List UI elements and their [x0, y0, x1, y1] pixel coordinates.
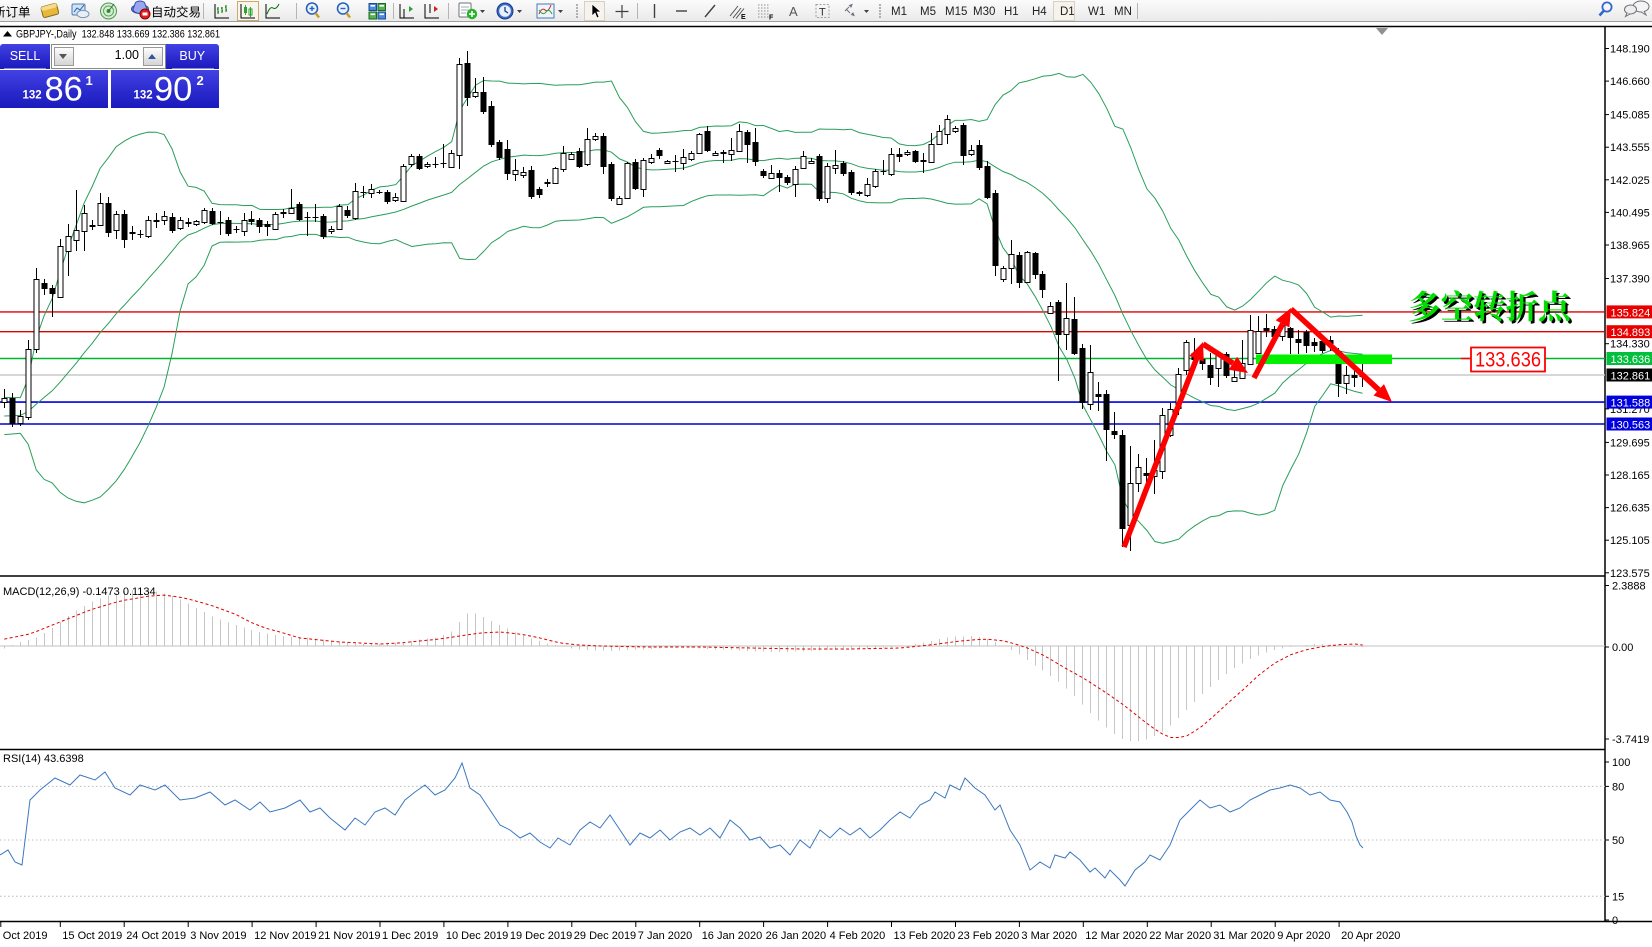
svg-text:145.085: 145.085: [1610, 110, 1650, 122]
svg-text:142.025: 142.025: [1610, 175, 1650, 187]
svg-text:7 Jan 2020: 7 Jan 2020: [638, 930, 692, 942]
svg-text:134.330: 134.330: [1610, 339, 1650, 351]
svg-text:125.105: 125.105: [1610, 535, 1650, 547]
svg-text:0: 0: [1612, 915, 1618, 927]
svg-text:80: 80: [1612, 781, 1624, 793]
svg-text:146.660: 146.660: [1610, 76, 1650, 88]
svg-text:148.190: 148.190: [1610, 44, 1650, 56]
svg-text:133.636: 133.636: [1611, 354, 1651, 366]
svg-text:9 Apr 2020: 9 Apr 2020: [1277, 930, 1330, 942]
svg-text:20 Apr 2020: 20 Apr 2020: [1341, 930, 1400, 942]
svg-text:100: 100: [1612, 757, 1630, 769]
svg-text:15: 15: [1612, 891, 1624, 903]
svg-text:131.588: 131.588: [1611, 398, 1651, 410]
svg-text:Oct 2019: Oct 2019: [3, 930, 48, 942]
svg-text:13 Feb 2020: 13 Feb 2020: [894, 930, 956, 942]
svg-text:137.390: 137.390: [1610, 274, 1650, 286]
svg-text:134.893: 134.893: [1611, 327, 1651, 339]
svg-text:143.555: 143.555: [1610, 142, 1650, 154]
svg-text:12 Mar 2020: 12 Mar 2020: [1085, 930, 1147, 942]
svg-text:26 Jan 2020: 26 Jan 2020: [766, 930, 827, 942]
svg-text:12 Nov 2019: 12 Nov 2019: [254, 930, 316, 942]
svg-text:130.563: 130.563: [1611, 420, 1651, 432]
svg-text:M5: M5: [920, 6, 936, 18]
svg-text:M15: M15: [945, 6, 967, 18]
svg-text:132: 132: [134, 90, 153, 102]
svg-text:132: 132: [23, 90, 42, 102]
svg-text:H1: H1: [1004, 6, 1019, 18]
svg-text:126.635: 126.635: [1610, 503, 1650, 515]
svg-text:2: 2: [197, 73, 204, 88]
svg-text:M1: M1: [891, 6, 907, 18]
svg-text:RSI(14) 43.6398: RSI(14) 43.6398: [3, 753, 84, 765]
svg-text:15 Oct 2019: 15 Oct 2019: [62, 930, 122, 942]
svg-text:MN: MN: [1114, 6, 1132, 18]
svg-text:F: F: [769, 15, 774, 22]
svg-text:29 Dec 2019: 29 Dec 2019: [574, 930, 636, 942]
svg-text:2.3888: 2.3888: [1612, 581, 1646, 593]
svg-text:31 Mar 2020: 31 Mar 2020: [1213, 930, 1275, 942]
svg-text:E: E: [741, 14, 746, 21]
svg-text:23 Feb 2020: 23 Feb 2020: [958, 930, 1020, 942]
svg-text:3 Nov 2019: 3 Nov 2019: [190, 930, 246, 942]
svg-text:50: 50: [1612, 835, 1624, 847]
svg-text:H4: H4: [1032, 6, 1047, 18]
svg-text:M30: M30: [973, 6, 995, 18]
svg-text:123.575: 123.575: [1610, 568, 1650, 580]
svg-text:16 Jan 2020: 16 Jan 2020: [702, 930, 763, 942]
svg-text:10 Dec 2019: 10 Dec 2019: [446, 930, 508, 942]
svg-text:132.861: 132.861: [1611, 371, 1651, 383]
svg-text:133.636: 133.636: [1475, 348, 1541, 372]
svg-text:D1: D1: [1060, 6, 1075, 18]
svg-text:0.00: 0.00: [1612, 642, 1633, 654]
svg-text:128.165: 128.165: [1610, 470, 1650, 482]
svg-text:4 Feb 2020: 4 Feb 2020: [830, 930, 886, 942]
svg-text:86: 86: [45, 71, 83, 109]
svg-text:GBPJPY-,Daily 132.848 133.669: GBPJPY-,Daily 132.848 133.669 132.386 13…: [16, 29, 220, 41]
svg-text:MACD(12,26,9) -0.1473 0.1134: MACD(12,26,9) -0.1473 0.1134: [3, 586, 156, 598]
svg-text:1: 1: [86, 73, 93, 88]
svg-text:24 Oct 2019: 24 Oct 2019: [126, 930, 186, 942]
svg-text:A: A: [789, 4, 798, 19]
svg-text:138.965: 138.965: [1610, 240, 1650, 252]
svg-text:1 Dec 2019: 1 Dec 2019: [382, 930, 438, 942]
svg-text:T: T: [819, 7, 826, 19]
svg-text:-3.7419: -3.7419: [1612, 734, 1649, 746]
svg-text:22 Mar 2020: 22 Mar 2020: [1149, 930, 1211, 942]
svg-text:19 Dec 2019: 19 Dec 2019: [510, 930, 572, 942]
svg-text:21 Nov 2019: 21 Nov 2019: [318, 930, 380, 942]
svg-text:3 Mar 2020: 3 Mar 2020: [1021, 930, 1077, 942]
svg-text:140.495: 140.495: [1610, 207, 1650, 219]
svg-text:129.695: 129.695: [1610, 437, 1650, 449]
svg-text:W1: W1: [1088, 6, 1105, 18]
svg-text:90: 90: [154, 71, 192, 109]
svg-text:135.824: 135.824: [1611, 307, 1651, 319]
